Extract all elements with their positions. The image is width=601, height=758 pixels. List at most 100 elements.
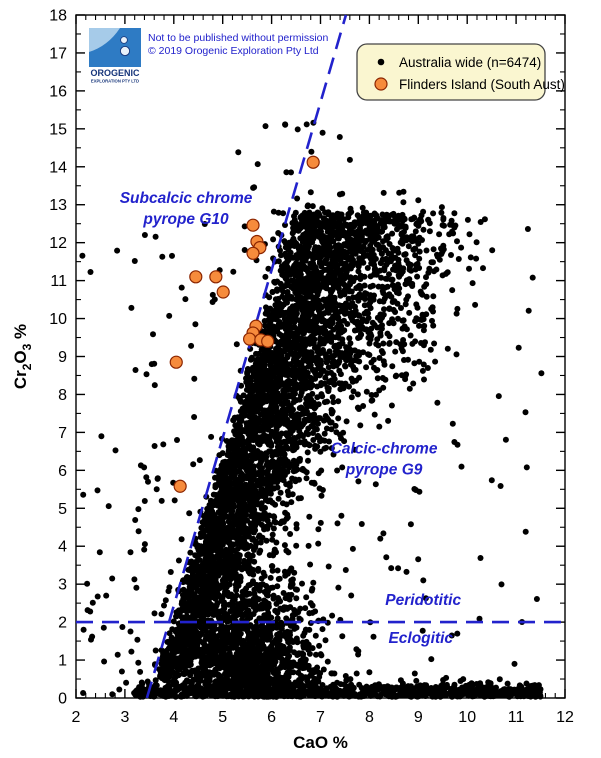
data-point xyxy=(289,220,296,226)
data-point xyxy=(247,378,254,385)
data-point xyxy=(353,285,360,292)
data-point xyxy=(419,311,426,318)
data-point xyxy=(242,587,249,593)
data-point xyxy=(268,403,275,410)
y-tick-label: 18 xyxy=(49,8,67,25)
data-point xyxy=(411,237,418,244)
data-point xyxy=(284,511,291,518)
data-point xyxy=(382,275,389,282)
data-point xyxy=(250,487,257,494)
data-point xyxy=(313,419,320,426)
data-point xyxy=(318,391,325,398)
data-point xyxy=(335,334,342,341)
data-point xyxy=(237,473,244,480)
data-point xyxy=(390,306,397,313)
data-point xyxy=(250,412,257,419)
data-point xyxy=(290,412,297,419)
data-point xyxy=(380,290,387,297)
x-tick-label: 11 xyxy=(508,709,525,726)
data-point xyxy=(196,594,203,601)
data-point xyxy=(202,561,209,568)
data-point xyxy=(343,418,350,425)
data-point xyxy=(237,469,243,475)
data-point xyxy=(230,441,236,448)
data-point xyxy=(250,511,256,518)
data-point xyxy=(380,384,387,391)
data-point xyxy=(280,477,287,484)
data-point xyxy=(205,598,212,605)
data-point xyxy=(244,440,251,447)
data-point xyxy=(330,372,337,379)
data-point xyxy=(308,333,315,340)
data-point xyxy=(279,500,286,507)
data-point xyxy=(271,485,278,492)
data-point xyxy=(243,598,250,605)
data-point xyxy=(231,428,238,435)
data-point xyxy=(377,311,384,318)
data-point xyxy=(261,318,268,324)
data-point xyxy=(193,567,200,574)
data-point xyxy=(262,328,269,334)
data-point xyxy=(246,506,253,513)
y-tick-label: 4 xyxy=(58,539,67,556)
data-point xyxy=(264,472,271,479)
data-point xyxy=(234,601,241,608)
data-point xyxy=(246,590,253,597)
data-point xyxy=(431,268,437,275)
data-point xyxy=(285,277,291,284)
data-point xyxy=(300,365,307,372)
data-point xyxy=(216,498,223,505)
data-point xyxy=(416,255,423,262)
data-point xyxy=(302,294,309,301)
data-point xyxy=(208,579,215,586)
data-point xyxy=(293,284,300,290)
data-point xyxy=(229,512,236,519)
data-point xyxy=(413,301,420,308)
data-point xyxy=(388,402,395,409)
data-point xyxy=(258,521,265,528)
data-point xyxy=(384,235,391,242)
data-point xyxy=(455,256,462,262)
data-point xyxy=(282,392,289,399)
data-point xyxy=(323,322,329,329)
data-point xyxy=(234,436,240,443)
data-point xyxy=(321,437,328,444)
data-point xyxy=(273,358,280,364)
data-point xyxy=(380,238,386,245)
x-tick-label: 6 xyxy=(267,709,276,726)
data-point xyxy=(269,531,276,538)
data-point xyxy=(290,399,297,405)
data-point xyxy=(294,440,301,447)
y-tick-label: 15 xyxy=(49,121,67,138)
data-point xyxy=(341,310,348,317)
data-point xyxy=(416,248,423,255)
data-point xyxy=(249,580,256,587)
data-point xyxy=(266,448,273,455)
data-point xyxy=(423,247,430,254)
data-point xyxy=(251,476,258,483)
data-point xyxy=(316,485,323,492)
y-tick-label: 5 xyxy=(58,501,67,518)
data-point xyxy=(316,434,323,441)
data-point xyxy=(225,557,232,563)
data-point xyxy=(370,230,377,237)
data-point xyxy=(245,495,252,502)
data-point xyxy=(316,642,323,649)
data-point xyxy=(434,253,441,260)
data-point xyxy=(164,672,171,679)
data-point xyxy=(266,478,273,485)
data-point xyxy=(256,404,263,410)
data-point xyxy=(258,465,265,472)
data-point xyxy=(172,648,179,655)
data-point xyxy=(179,606,186,613)
data-point xyxy=(336,367,343,374)
data-point xyxy=(293,595,300,602)
data-point xyxy=(363,364,370,371)
data-point xyxy=(397,223,404,230)
data-point xyxy=(271,518,278,525)
data-point xyxy=(271,478,278,485)
data-point xyxy=(203,628,210,635)
data-point xyxy=(188,582,195,589)
data-point xyxy=(390,210,397,217)
data-point xyxy=(217,504,224,511)
